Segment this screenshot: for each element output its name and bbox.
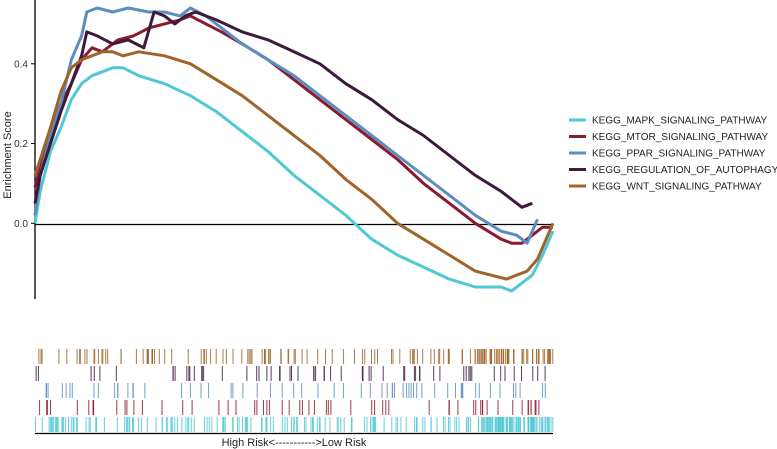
- legend-label: KEGG_WNT_SIGNALING_PATHWAY: [592, 182, 762, 193]
- legend-label: KEGG_MAPK_SIGNALING_PATHWAY: [592, 116, 768, 127]
- axes: [34, 0, 553, 299]
- series-line: [33, 10, 533, 209]
- hit-rug-plot: [35, 349, 554, 432]
- y-axis-label: Enrichment Score: [2, 111, 14, 198]
- x-axis-label: High Risk<----------->Low Risk: [222, 437, 367, 449]
- series-lines: [33, 6, 555, 293]
- y-tick-label: 0.2: [14, 139, 28, 150]
- legend-label: KEGG_MTOR_SIGNALING_PATHWAY: [592, 132, 768, 143]
- legend: KEGG_MAPK_SIGNALING_PATHWAY KEGG_MTOR_SIG…: [569, 116, 777, 193]
- y-tick-label: 0.4: [14, 59, 28, 70]
- y-ticks: 0.0 0.2 0.4: [14, 59, 35, 230]
- series-line: [33, 14, 553, 245]
- legend-label: KEGG_PPAR_SIGNALING_PATHWAY: [592, 149, 766, 160]
- legend-label: KEGG_REGULATION_OF_AUTOPHAGY: [592, 165, 777, 176]
- series-line: [33, 50, 555, 281]
- series-line: [33, 66, 555, 293]
- series-line: [33, 6, 539, 245]
- y-tick-label: 0.0: [14, 219, 28, 230]
